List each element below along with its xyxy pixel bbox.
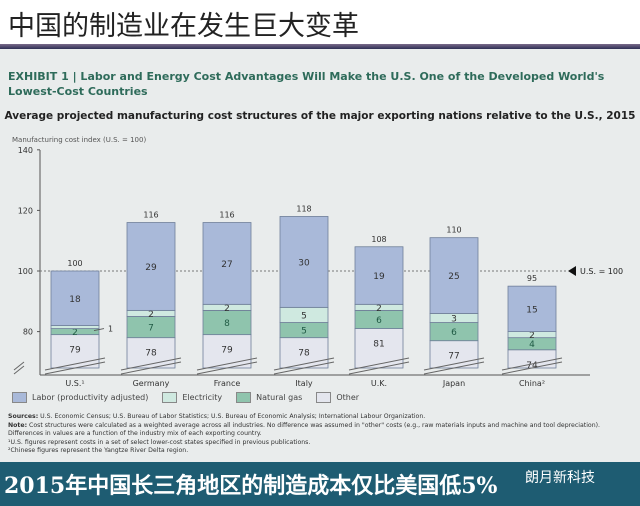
legend-item-natural-gas: Natural gas <box>236 392 302 403</box>
category-label: China² <box>519 379 545 388</box>
data-label: 2 <box>224 304 230 314</box>
data-label: 5 <box>301 327 307 337</box>
category-label: Germany <box>133 379 170 388</box>
total-label: 116 <box>143 211 158 220</box>
callout-line <box>93 328 105 332</box>
total-label: 100 <box>67 259 82 268</box>
category-label: France <box>214 379 241 388</box>
bar-segment-labor <box>507 285 557 332</box>
bar-segment-labor <box>202 222 252 305</box>
data-label: 27 <box>221 260 232 270</box>
data-label: 5 <box>301 311 307 321</box>
total-label: 110 <box>446 226 461 235</box>
data-label: 18 <box>69 295 81 305</box>
legend-item-electricity: Electricity <box>162 392 222 403</box>
chart-title: Average projected manufacturing cost str… <box>4 110 636 122</box>
bar-segment-labor <box>50 270 100 326</box>
bar-segment-labor <box>429 237 479 314</box>
data-label: 8 <box>224 319 230 329</box>
data-label: 6 <box>451 328 457 338</box>
category-label: Japan <box>442 379 465 388</box>
legend: Labor (productivity adjusted) Electricit… <box>12 392 359 403</box>
data-label-us-electricity: 1 <box>108 325 113 334</box>
header-divider <box>0 44 640 49</box>
total-label: 95 <box>527 274 537 283</box>
bar-segment-labor <box>126 222 176 311</box>
y-tick-label: 80 <box>23 328 33 337</box>
y-axis-break-mark <box>13 361 25 375</box>
bar-segment-other <box>279 337 329 369</box>
total-label: 116 <box>219 211 234 220</box>
data-label: 78 <box>298 349 310 359</box>
data-label: 2 <box>148 310 154 320</box>
data-label: 6 <box>376 316 382 326</box>
data-label: 3 <box>451 314 457 324</box>
data-label: 78 <box>145 349 157 359</box>
watermark: 朗月新科技 <box>525 470 595 486</box>
bottom-banner: 2015年中国长三角地区的制造成本仅比美国低5% <box>0 462 640 506</box>
legend-item-other: Other <box>316 392 359 403</box>
data-label: 2 <box>529 331 535 341</box>
data-label: 30 <box>298 258 310 268</box>
bar-segment-electricity <box>50 325 100 329</box>
bar-segment-other <box>126 337 176 369</box>
category-label: U.K. <box>371 379 387 388</box>
axis-break-mark <box>44 357 106 375</box>
data-label: 2 <box>376 304 382 314</box>
data-label: 4 <box>529 340 535 350</box>
data-label: 74 <box>526 361 538 371</box>
axis-break-mark <box>348 357 410 375</box>
y-tick-label: 120 <box>18 206 33 215</box>
category-label: Italy <box>295 379 313 388</box>
axis-break-mark <box>501 357 563 375</box>
axis-break-mark <box>120 357 182 375</box>
legend-item-labor: Labor (productivity adjusted) <box>12 392 148 403</box>
data-label: 79 <box>221 346 233 356</box>
slide-header: 中国的制造业在发生巨大变革 <box>0 0 640 44</box>
y-tick-label: 140 <box>18 146 33 155</box>
slide-title: 中国的制造业在发生巨大变革 <box>8 11 359 42</box>
reference-arrow-icon <box>568 266 576 276</box>
bar-segment-labor <box>354 246 404 305</box>
data-label: 81 <box>373 340 384 350</box>
bar-segment-labor <box>279 216 329 308</box>
data-label: 77 <box>448 352 459 362</box>
reference-label: U.S. = 100 <box>580 267 623 276</box>
data-label: 25 <box>448 272 459 282</box>
bar-segment-other <box>429 340 479 369</box>
exhibit-title: EXHIBIT 1 | Labor and Energy Cost Advant… <box>8 70 605 98</box>
data-label: 29 <box>145 263 157 273</box>
data-label: 79 <box>69 346 81 356</box>
axis-break-mark <box>196 357 258 375</box>
bar-segment-natural <box>202 309 252 336</box>
data-label: 15 <box>526 305 537 315</box>
data-label: 19 <box>373 272 385 282</box>
total-label: 108 <box>371 235 386 244</box>
chart-notes: Sources: U.S. Economic Census; U.S. Bure… <box>8 413 601 454</box>
category-label: U.S.¹ <box>65 379 84 388</box>
data-label: 2 <box>72 328 78 338</box>
axis-break-mark <box>423 357 485 375</box>
y-tick-label: 100 <box>18 267 33 276</box>
total-label: 118 <box>296 204 311 213</box>
y-axis-label: Manufacturing cost index (U.S. = 100) <box>12 136 147 144</box>
banner-text: 2015年中国长三角地区的制造成本仅比美国低5% <box>4 473 498 499</box>
axis-break-mark <box>273 357 335 375</box>
data-label: 7 <box>148 324 154 334</box>
